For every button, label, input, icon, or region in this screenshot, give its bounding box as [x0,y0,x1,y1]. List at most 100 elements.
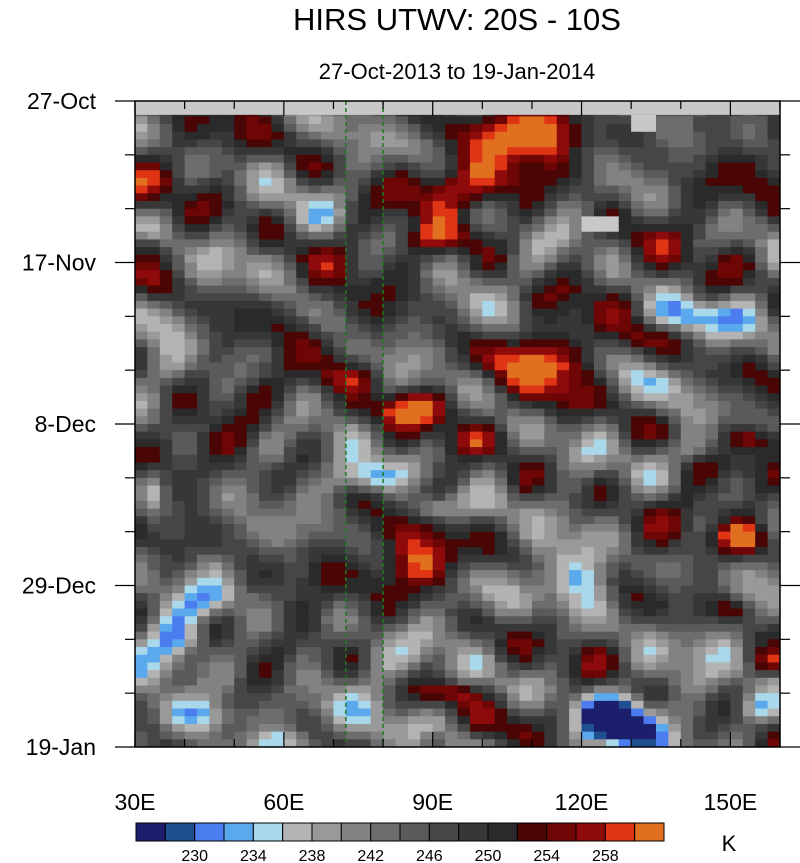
contour-cell [680,185,694,194]
contour-cell [730,447,744,456]
contour-cell [519,493,533,502]
contour-cell [705,708,719,717]
contour-cell [730,547,744,556]
contour-cell [135,293,148,302]
contour-cell [593,231,607,241]
contour-cell [147,308,161,317]
contour-cell [209,562,223,571]
contour-cell [445,347,459,356]
contour-cell [730,300,744,310]
contour-cell [246,662,260,671]
contour-cell [159,723,173,733]
contour-cell [172,224,186,233]
contour-cell [606,647,620,656]
contour-cell [606,662,620,671]
contour-cell [482,670,496,679]
contour-cell [482,700,496,710]
contour-cell [246,370,260,379]
contour-cell [420,462,434,471]
contour-cell [308,339,322,348]
contour-cell [432,662,446,671]
contour-cell [569,139,583,148]
contour-cell [680,516,694,525]
contour-cell [407,477,421,487]
contour-cell [544,577,558,587]
contour-cell [606,531,620,540]
contour-cell [184,308,198,317]
contour-cell [482,554,496,564]
contour-cell [469,654,483,663]
contour-cell [767,723,780,733]
contour-cell [531,677,545,687]
contour-cell [321,162,335,171]
contour-cell [172,285,186,294]
contour-cell [383,654,397,663]
contour-cell [482,331,496,340]
contour-cell [432,177,446,187]
contour-cell [693,700,707,710]
contour-cell [767,162,780,171]
contour-cell [457,508,471,517]
contour-cell [482,723,496,733]
contour-cell [345,739,359,747]
contour-cell [655,270,669,279]
contour-cell [494,523,508,533]
contour-cell [159,408,173,417]
contour-cell [407,700,421,710]
contour-cell [283,623,297,633]
contour-cell [172,439,186,448]
contour-cell [655,477,669,487]
contour-cell [420,600,434,610]
contour-cell [321,493,335,502]
contour-cell [358,616,372,625]
contour-cell [333,247,347,256]
contour-cell [544,477,558,487]
contour-cell [333,485,347,494]
contour-cell [606,639,620,648]
contour-cell [184,470,198,479]
contour-cell [668,293,682,302]
contour-cell [742,362,756,371]
contour-cell [668,124,682,133]
contour-cell [519,570,533,579]
contour-cell [246,170,260,179]
contour-cell [705,424,719,433]
contour-cell [482,239,496,248]
contour-cell [197,547,211,556]
contour-cell [519,462,533,471]
contour-cell [730,539,744,548]
contour-cell [519,154,533,164]
contour-cell [457,662,471,671]
contour-cell [482,639,496,648]
contour-cell [296,200,310,210]
contour-cell [246,708,260,717]
contour-cell [246,477,260,487]
contour-cell [581,600,595,610]
contour-cell [234,339,248,348]
contour-cell [531,454,545,464]
contour-cell [531,508,545,517]
contour-cell [135,631,148,640]
contour-cell [494,116,508,125]
contour-cell [556,393,570,402]
contour-cell [209,270,223,279]
contour-cell [333,424,347,433]
contour-cell [767,739,780,747]
contour-cell [271,470,285,479]
contour-cell [494,224,508,233]
contour-cell [730,370,744,379]
contour-cell [457,670,471,679]
contour-cell [345,623,359,633]
contour-cell [680,723,694,733]
contour-cell [370,262,384,271]
contour-cell [345,147,359,156]
contour-cell [395,339,409,348]
contour-cell [259,370,273,379]
contour-cell [147,270,161,279]
contour-cell [333,154,347,164]
contour-cell [544,739,558,747]
contour-cell [519,508,533,517]
contour-cell [172,308,186,317]
contour-cell [618,239,632,248]
contour-cell [606,600,620,610]
